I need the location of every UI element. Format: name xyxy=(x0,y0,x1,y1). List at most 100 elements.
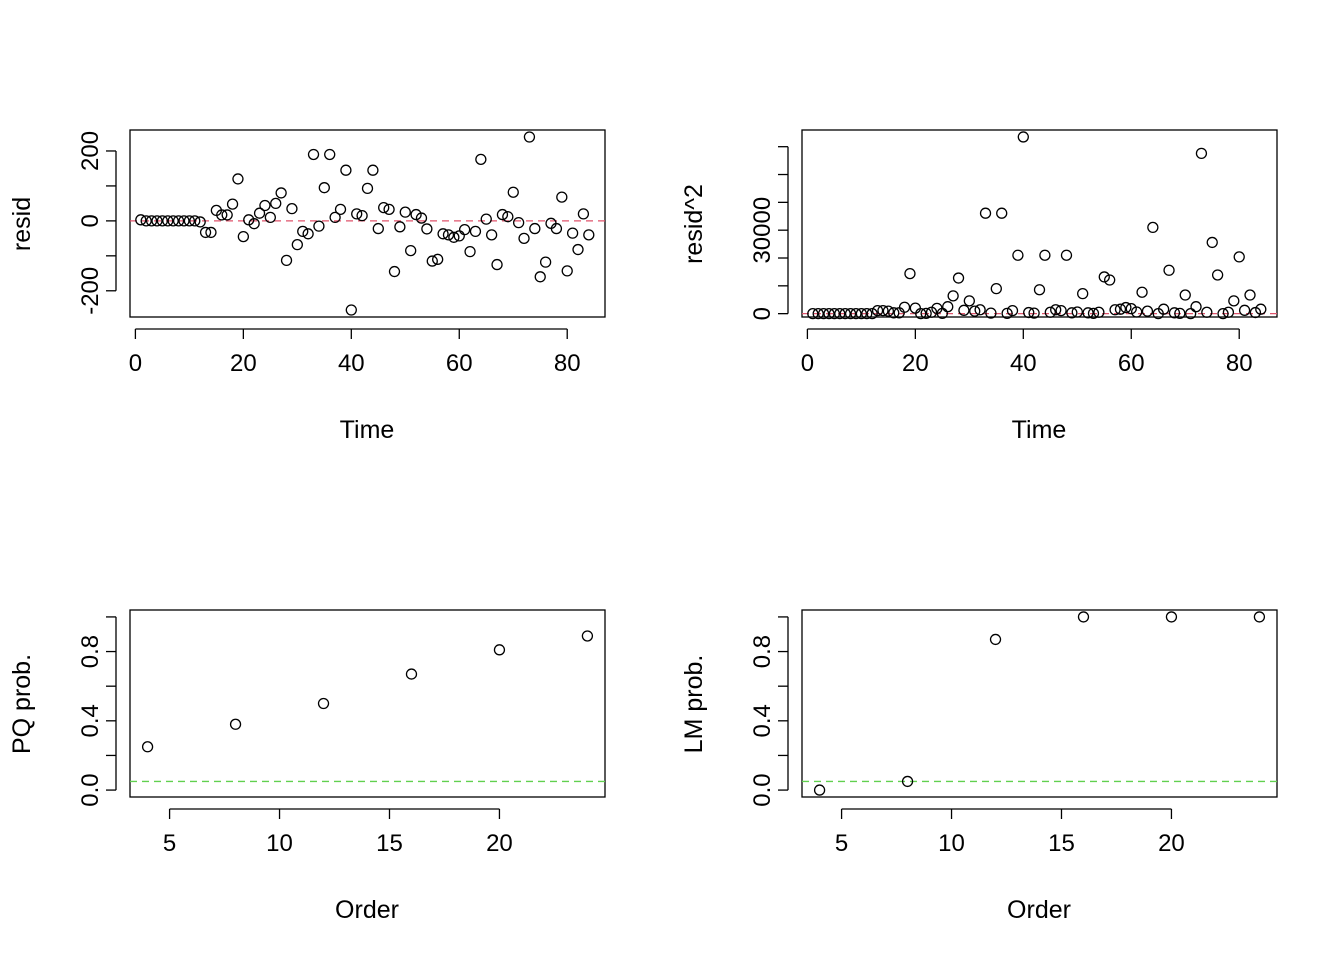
x-tick-label: 5 xyxy=(835,830,848,857)
data-point xyxy=(963,295,975,307)
data-point xyxy=(1087,307,1100,320)
data-point xyxy=(475,153,487,166)
data-point xyxy=(1082,307,1094,319)
data-point xyxy=(383,203,395,215)
data-point xyxy=(583,229,595,241)
data-point xyxy=(415,212,428,224)
x-tick-label: 40 xyxy=(338,350,365,377)
data-point xyxy=(361,182,374,195)
data-point xyxy=(850,308,862,320)
y-axis: -200 0 200 xyxy=(77,131,117,315)
data-point xyxy=(523,131,536,143)
data-point xyxy=(813,784,826,796)
x-tick-label: 60 xyxy=(446,350,473,377)
data-point xyxy=(270,197,282,210)
data-point xyxy=(529,222,541,235)
data-point xyxy=(871,304,884,317)
data-point xyxy=(151,215,163,227)
data-point xyxy=(1012,249,1024,261)
data-point xyxy=(1222,306,1235,318)
data-point xyxy=(232,173,244,185)
x-tick-label: 0 xyxy=(801,350,814,377)
data-point xyxy=(807,308,819,320)
data-point xyxy=(367,164,379,176)
data-point xyxy=(823,308,835,320)
data-point xyxy=(512,216,525,229)
x-tick-label: 80 xyxy=(554,350,581,377)
data-point xyxy=(1179,289,1191,301)
data-point xyxy=(539,256,552,268)
x-tick-label: 0 xyxy=(129,350,142,377)
data-point xyxy=(1136,286,1148,298)
panel-resid-vs-time: 0 20 40 60 80 -200 0 200 Time resid xyxy=(8,129,606,444)
data-point xyxy=(313,220,325,232)
data-point xyxy=(205,226,217,239)
x-tick-label: 60 xyxy=(1118,350,1145,377)
data-point xyxy=(556,191,568,203)
data-point xyxy=(469,225,482,238)
data-point xyxy=(199,226,212,239)
data-point xyxy=(817,308,830,320)
data-point xyxy=(221,209,233,221)
data-point xyxy=(248,218,260,230)
x-axis: 0 20 40 60 80 xyxy=(129,328,581,377)
data-point xyxy=(1190,301,1202,313)
data-point xyxy=(1255,303,1267,315)
x-tick-label: 20 xyxy=(902,350,929,377)
x-tick-label: 15 xyxy=(1048,830,1075,857)
data-point xyxy=(1147,221,1159,234)
data-point xyxy=(1141,305,1154,317)
data-point xyxy=(1165,611,1178,623)
data-point xyxy=(351,208,363,220)
data-point xyxy=(1163,264,1175,276)
data-point xyxy=(388,265,401,278)
data-point xyxy=(286,202,298,215)
data-point xyxy=(1060,249,1073,261)
x-tick-label: 20 xyxy=(230,350,257,377)
data-point xyxy=(480,213,492,225)
data-point xyxy=(317,697,330,710)
data-point xyxy=(1109,304,1121,316)
data-point xyxy=(561,265,573,277)
data-point xyxy=(888,307,900,319)
data-point xyxy=(958,304,970,316)
data-point xyxy=(1104,274,1116,286)
data-point xyxy=(550,222,563,235)
data-points xyxy=(802,611,1277,796)
data-point xyxy=(828,308,841,320)
data-point xyxy=(904,267,916,280)
data-point xyxy=(485,229,498,241)
data-point xyxy=(405,668,418,680)
data-point xyxy=(572,243,584,256)
data-point xyxy=(237,230,250,243)
data-point xyxy=(1033,284,1046,296)
data-point xyxy=(1055,304,1067,317)
data-point xyxy=(372,222,384,235)
x-tick-label: 15 xyxy=(376,830,403,857)
data-point xyxy=(942,301,954,313)
plot-frame xyxy=(801,609,1278,798)
data-point xyxy=(877,304,889,317)
data-point xyxy=(866,308,878,320)
data-point xyxy=(1093,306,1105,318)
y-tick-label: 0 xyxy=(749,307,776,320)
data-points xyxy=(130,131,605,316)
data-point xyxy=(448,231,460,243)
data-point xyxy=(812,308,824,320)
data-point xyxy=(259,199,271,212)
data-point xyxy=(178,215,190,227)
y-tick-label: 0.0 xyxy=(77,773,104,806)
x-tick-label: 20 xyxy=(486,830,513,857)
data-point xyxy=(493,644,506,656)
data-point xyxy=(1233,251,1245,263)
data-point xyxy=(399,206,411,218)
data-point xyxy=(947,290,959,302)
y-tick-label: 200 xyxy=(77,131,104,171)
y-tick-label: 0.0 xyxy=(749,773,776,806)
data-point xyxy=(1206,236,1218,249)
data-point xyxy=(1228,295,1240,307)
data-point xyxy=(839,308,851,320)
data-point xyxy=(156,215,169,227)
y-axis-label: PQ prob. xyxy=(8,654,36,754)
panel-pq-prob-vs-order: 5 10 15 20 0.0 0.4 0.8 Order PQ prob. xyxy=(8,609,606,924)
